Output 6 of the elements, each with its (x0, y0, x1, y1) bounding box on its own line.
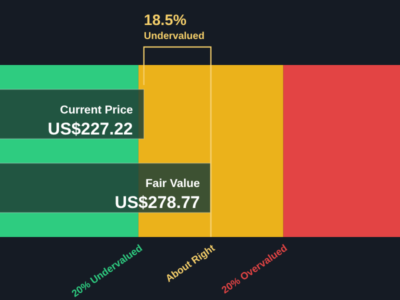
text: Undervalued (144, 31, 204, 42)
data-label: US$227.22 (48, 119, 133, 138)
text: 18.5% (144, 12, 186, 29)
y-tick-label: Fair Value (146, 178, 200, 190)
y-tick-label: Current Price (60, 104, 133, 116)
data-label: US$278.77 (114, 193, 200, 212)
